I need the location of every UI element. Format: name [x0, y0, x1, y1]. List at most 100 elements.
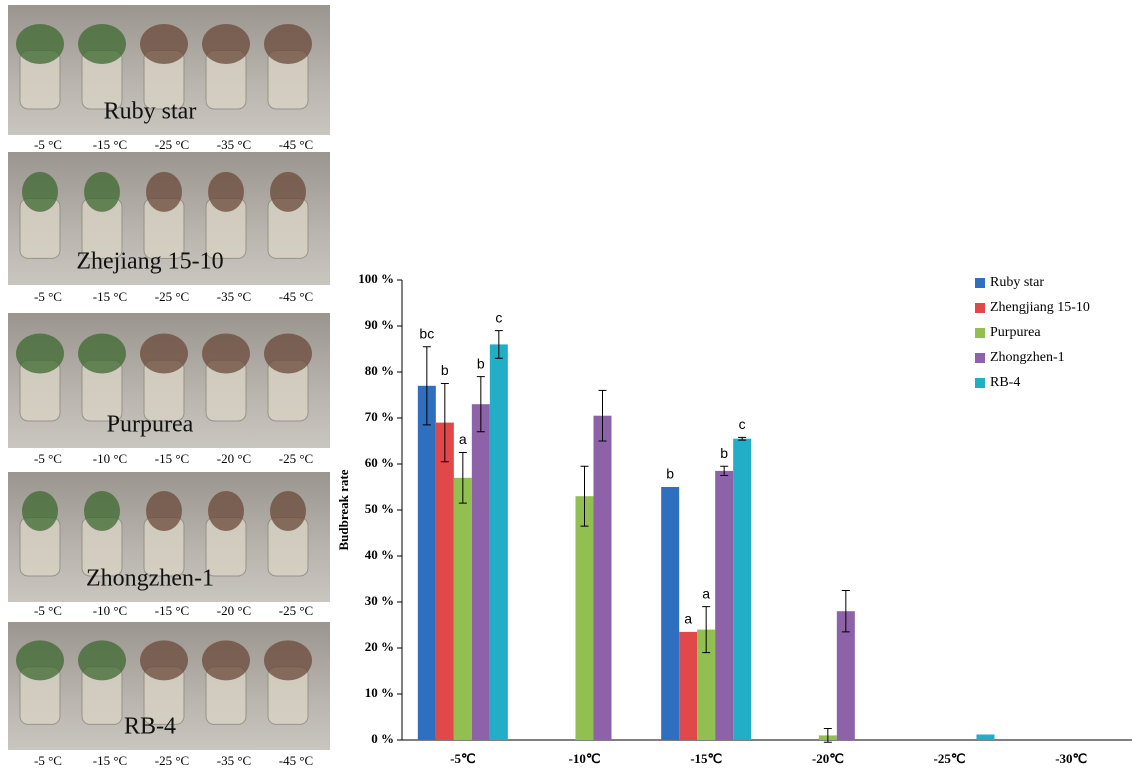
photo-label: Ruby star	[104, 99, 197, 125]
photo-label: Purpurea	[107, 412, 194, 438]
photo-temperature: -35 °C	[217, 753, 251, 768]
foliage	[16, 24, 64, 64]
photo-temperature: -5 °C	[34, 289, 62, 304]
foliage	[208, 172, 244, 212]
foliage	[202, 334, 250, 374]
foliage	[146, 491, 182, 531]
significance-letter: a	[702, 585, 710, 601]
significance-letter: c	[739, 416, 746, 432]
bar	[715, 471, 733, 740]
photo-temperature: -15 °C	[93, 753, 127, 768]
foliage	[140, 334, 188, 374]
legend-label: Zhongzhen-1	[990, 350, 1065, 365]
y-tick-label: 90 %	[365, 317, 394, 332]
y-tick-label: 70 %	[365, 409, 394, 424]
photo-temperature: -35 °C	[217, 137, 251, 152]
bar	[436, 423, 454, 740]
foliage	[202, 640, 250, 680]
y-tick-label: 40 %	[365, 547, 394, 562]
photo-label: Zhongzhen-1	[86, 566, 214, 592]
photo-temperature: -45 °C	[279, 753, 313, 768]
bar	[576, 496, 594, 740]
significance-letter: a	[459, 431, 467, 447]
photo-temperature: -45 °C	[279, 137, 313, 152]
bar	[733, 439, 751, 740]
y-axis-label: Budbreak rate	[336, 469, 351, 550]
figure: Budbreak rate Ruby star -5 °C -15 °C -25 °C…	[0, 0, 1136, 775]
foliage	[202, 24, 250, 64]
bar	[661, 487, 679, 740]
bar	[679, 632, 697, 740]
x-tick-label: -25℃	[934, 751, 966, 766]
legend-swatch	[975, 328, 985, 338]
y-tick-label: 20 %	[365, 639, 394, 654]
photo-temperature: -25 °C	[155, 137, 189, 152]
foliage	[270, 491, 306, 531]
foliage	[78, 640, 126, 680]
legend-swatch	[975, 378, 985, 388]
photo-temperature: -15 °C	[93, 137, 127, 152]
y-tick-label: 50 %	[365, 501, 394, 516]
foliage	[78, 24, 126, 64]
legend-label: Ruby star	[990, 275, 1044, 290]
y-tick-label: 0 %	[371, 731, 394, 746]
photo-temperature: -15 °C	[155, 603, 189, 618]
x-tick-label: -10℃	[569, 751, 601, 766]
significance-letter: b	[477, 355, 485, 371]
y-tick-label: 80 %	[365, 363, 394, 378]
photo-temperature: -25 °C	[279, 451, 313, 466]
y-tick-label: 30 %	[365, 593, 394, 608]
foliage	[78, 334, 126, 374]
significance-letter: bc	[419, 325, 434, 341]
photo-temperature: -15 °C	[155, 451, 189, 466]
photo-label: RB-4	[124, 714, 176, 740]
photo-temperature: -25 °C	[155, 753, 189, 768]
photo-temperature: -5 °C	[34, 451, 62, 466]
legend-swatch	[975, 353, 985, 363]
photo-temperature: -25 °C	[155, 289, 189, 304]
bar	[594, 416, 612, 740]
photo-temperature: -20 °C	[217, 603, 251, 618]
bar	[418, 386, 436, 740]
foliage	[84, 172, 120, 212]
y-tick-label: 10 %	[365, 685, 394, 700]
photo-temperature: -5 °C	[34, 137, 62, 152]
bar	[490, 344, 508, 740]
foliage	[140, 24, 188, 64]
bar	[454, 478, 472, 740]
foliage	[264, 640, 312, 680]
legend-swatch	[975, 303, 985, 313]
foliage	[16, 640, 64, 680]
foliage	[264, 24, 312, 64]
y-tick-label: 60 %	[365, 455, 394, 470]
significance-letter: c	[495, 309, 502, 325]
significance-letter: b	[666, 466, 674, 482]
x-tick-label: -30℃	[1055, 751, 1087, 766]
significance-letter: b	[720, 445, 728, 461]
x-tick-label: -5℃	[450, 751, 475, 766]
bar	[977, 734, 995, 740]
legend-swatch	[975, 278, 985, 288]
significance-letter: b	[441, 362, 449, 378]
photo-label: Zhejiang 15-10	[76, 249, 223, 275]
foliage	[22, 172, 58, 212]
x-tick-label: -15℃	[690, 751, 722, 766]
x-tick-label: -20℃	[812, 751, 844, 766]
legend-label: Zhengjiang 15-10	[990, 300, 1090, 315]
legend-label: Purpurea	[990, 325, 1041, 340]
photo-temperature: -20 °C	[217, 451, 251, 466]
photo-temperature: -25 °C	[279, 603, 313, 618]
significance-letter: a	[684, 611, 692, 627]
foliage	[146, 172, 182, 212]
foliage	[270, 172, 306, 212]
photo-temperature: -10 °C	[93, 603, 127, 618]
foliage	[22, 491, 58, 531]
legend-label: RB-4	[990, 375, 1020, 390]
y-tick-label: 100 %	[358, 271, 394, 286]
photo-temperature: -45 °C	[279, 289, 313, 304]
photo-temperature: -35 °C	[217, 289, 251, 304]
foliage	[140, 640, 188, 680]
photo-temperature: -10 °C	[93, 451, 127, 466]
photo-temperature: -5 °C	[34, 603, 62, 618]
foliage	[264, 334, 312, 374]
